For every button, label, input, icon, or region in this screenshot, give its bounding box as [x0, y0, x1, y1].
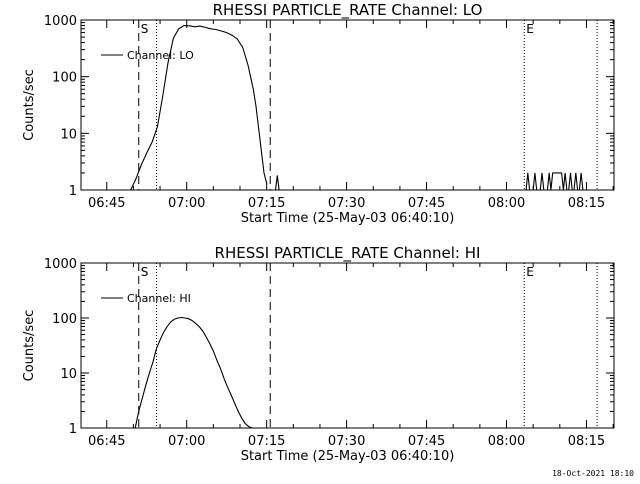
plot-timestamp: 18-Oct-2021 18:10: [552, 469, 634, 478]
x-tick-label: 06:45: [88, 196, 125, 211]
time-marker-label: S: [141, 265, 149, 279]
y-tick-label: 1: [69, 422, 77, 437]
x-tick-label: 07:00: [168, 196, 205, 211]
x-axis-label: Start Time (25-May-03 06:40:10): [241, 211, 455, 226]
y-tick-label: 10: [60, 127, 77, 142]
y-tick-label: 100: [52, 71, 77, 86]
legend-entry: Channel: LO: [127, 49, 194, 62]
x-tick-label: 07:00: [168, 434, 205, 449]
series-line: [130, 24, 268, 191]
y-tick-label: 1: [69, 184, 77, 199]
legend-entry: Channel: HI: [127, 292, 191, 305]
chart-panel-0: RHESSI PARTICLE_RATE Channel: LO 1 10 100 10…: [22, 1, 615, 226]
y-axis-label: Counts/sec: [22, 69, 37, 141]
chart-title: RHESSI PARTICLE_RATE Channel: HI: [215, 244, 481, 263]
x-tick-label: 08:15: [568, 434, 605, 449]
x-tick-label: 08:15: [568, 196, 605, 211]
x-tick-label: 07:30: [328, 196, 365, 211]
chart-panel-1: RHESSI PARTICLE_RATE Channel: HI 1 10 100 10…: [22, 244, 615, 464]
time-marker-label: S: [141, 22, 149, 36]
plot-frame: [80, 19, 615, 191]
y-tick-label: 10: [60, 367, 77, 382]
y-axis-label: Counts/sec: [22, 310, 37, 382]
series-line: [525, 172, 584, 191]
x-tick-label: 08:00: [488, 196, 525, 211]
x-tick-label: 07:45: [408, 196, 445, 211]
x-tick-label: 07:15: [248, 434, 285, 449]
time-marker-label: E: [526, 265, 534, 279]
series-line: [134, 316, 253, 429]
chart-title: RHESSI PARTICLE_RATE Channel: LO: [213, 1, 483, 20]
x-tick-label: 06:45: [88, 434, 125, 449]
y-tick-label: 1000: [44, 257, 77, 272]
x-axis-label: Start Time (25-May-03 06:40:10): [241, 449, 455, 464]
plot-frame: [80, 262, 615, 429]
x-tick-label: 07:45: [408, 434, 445, 449]
series-line: [274, 175, 280, 191]
y-tick-label: 100: [52, 312, 77, 327]
x-tick-label: 07:30: [328, 434, 365, 449]
time-marker-label: E: [526, 22, 534, 36]
y-tick-label: 1000: [44, 14, 77, 29]
x-tick-label: 08:00: [488, 434, 525, 449]
x-tick-label: 07:15: [248, 196, 285, 211]
